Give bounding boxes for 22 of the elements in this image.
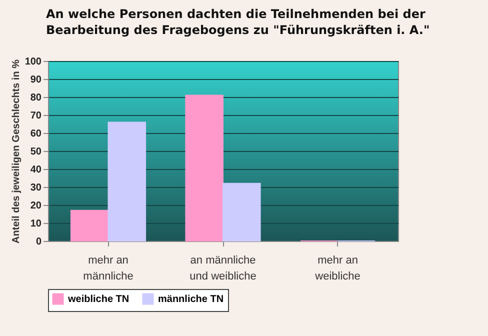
- bar: [108, 122, 146, 242]
- y-tick-label: 50: [30, 146, 42, 158]
- x-tick-label: mehr an weibliche: [314, 254, 360, 282]
- y-tick-label: 30: [30, 182, 42, 194]
- y-tick-label: 90: [30, 74, 42, 86]
- y-tick-label: 70: [30, 110, 42, 122]
- x-tick-label: mehr an männliche: [83, 254, 134, 282]
- chart-title: An welche Personen dachten die Teilnehmenden bei der Bearbeitung des Fragebogens zu "Führungskräften i. A.": [46, 6, 431, 38]
- bar: [185, 94, 224, 242]
- y-tick-label: 60: [30, 128, 42, 140]
- y-tick-label: 100: [24, 56, 42, 68]
- bar: [70, 210, 109, 242]
- bar: [222, 182, 261, 242]
- y-tick-label: 20: [30, 200, 42, 212]
- legend-label: weibliche TN: [67, 294, 130, 305]
- y-tick-label: 80: [30, 92, 42, 104]
- x-tick-label: an männliche und weibliche: [190, 254, 256, 282]
- legend-label: männliche TN: [158, 294, 224, 305]
- y-tick-label: 0: [36, 236, 42, 248]
- y-tick-label: 10: [30, 218, 42, 230]
- y-axis-title: Anteil des jeweiligen Geschlechts in %: [10, 59, 22, 244]
- y-tick-label: 40: [30, 164, 42, 176]
